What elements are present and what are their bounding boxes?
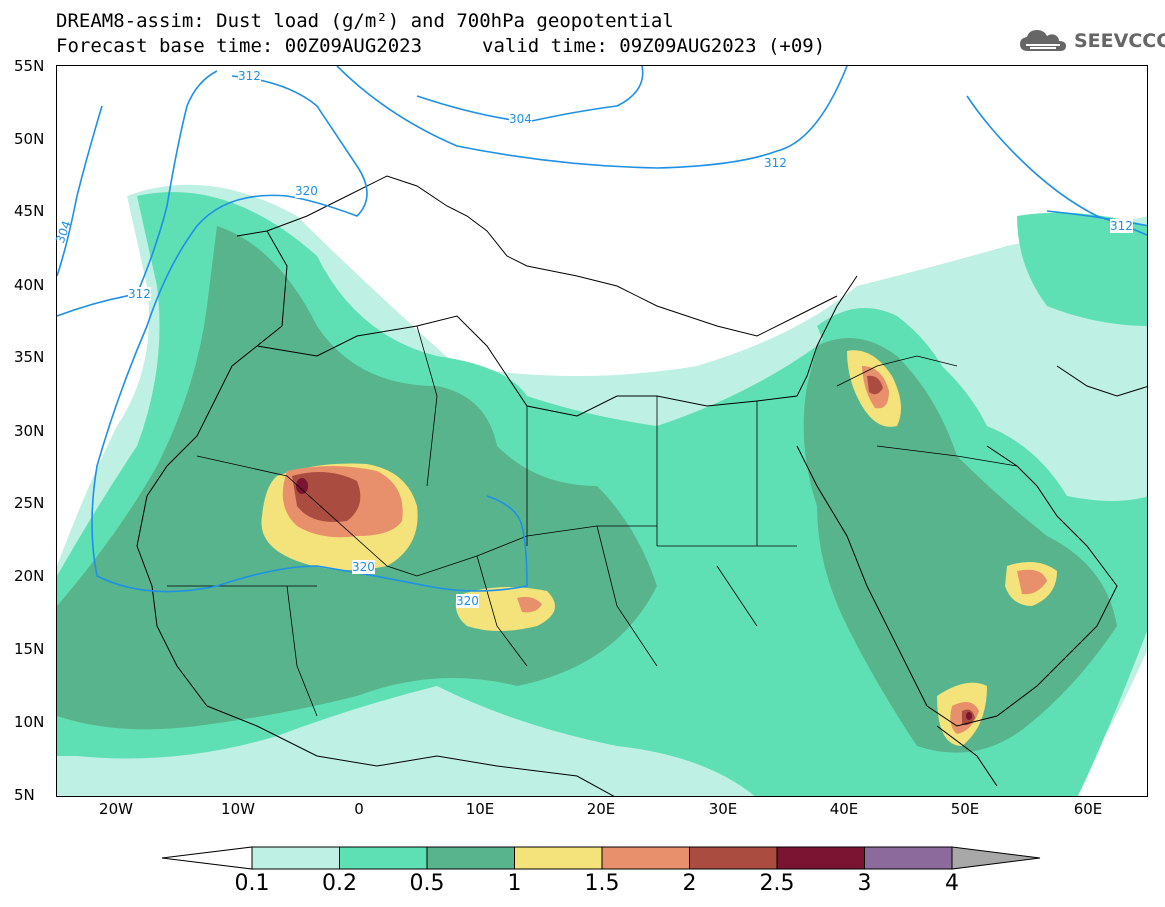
colorbar-underflow [161, 846, 253, 870]
lat-label: 30N [14, 422, 45, 440]
title-base-time: Forecast base time: 00Z09AUG2023 [56, 35, 423, 57]
cloud-logo-icon [1020, 30, 1066, 51]
lat-label: 50N [14, 130, 45, 148]
colorbar-label: 3 [857, 871, 872, 896]
colorbar-overflow [951, 846, 1041, 870]
colorbar-label: 1 [507, 871, 522, 896]
colorbar-label: 0.2 [322, 871, 357, 896]
colorbar-label: 2 [682, 871, 697, 896]
lon-label: 20E [586, 800, 616, 818]
borders [167, 325, 1018, 717]
colorbar-cell [426, 846, 515, 870]
lat-label: 15N [14, 640, 45, 658]
colorbar-cell [601, 846, 690, 870]
colorbar-cell [339, 846, 428, 870]
lon-label: 20W [99, 800, 133, 818]
lon-label: 0 [354, 800, 364, 818]
lat-label: 10N [14, 713, 45, 731]
colorbar-cell [251, 846, 340, 870]
contour-label: 320 [456, 594, 479, 608]
lon-label: 60E [1073, 800, 1103, 818]
contour-label: 304 [509, 112, 532, 126]
colorbar-label: 2.5 [759, 871, 795, 896]
colorbar-cell [776, 846, 865, 870]
lon-label: 10W [221, 800, 255, 818]
colorbar-label: 1.5 [584, 871, 620, 896]
contour-label: 320 [352, 560, 375, 574]
lat-label: 20N [14, 567, 45, 585]
contour-label: 320 [295, 184, 318, 198]
contour-label: 312 [1110, 219, 1133, 233]
lat-label: 35N [14, 348, 45, 366]
lat-label: 45N [14, 202, 45, 220]
dust-map [57, 66, 1147, 796]
lon-label: 50E [950, 800, 980, 818]
coastlines [136, 175, 1147, 796]
title-line-1: DREAM8-assim: Dust load (g/m²) and 700hP… [56, 10, 674, 32]
colorbar-label: 0.1 [234, 871, 270, 896]
lon-label: 30E [708, 800, 738, 818]
dust-level-2.5 [296, 478, 972, 720]
colorbar-cell [864, 846, 953, 870]
lat-label: 25N [14, 494, 45, 512]
contour-label: 312 [764, 156, 787, 170]
colorbar-label: 4 [945, 871, 959, 896]
dust-level-2 [292, 375, 975, 726]
contour-label: 312 [128, 287, 151, 301]
lon-label: 40E [829, 800, 859, 818]
lat-label: 5N [14, 786, 35, 804]
lat-label: 55N [14, 57, 45, 75]
lat-label: 40N [14, 276, 45, 294]
colorbar-cell [514, 846, 603, 870]
map-panel [56, 65, 1148, 797]
seevccc-logo: SEEVCCC [1018, 26, 1165, 56]
logo-text: SEEVCCC [1074, 30, 1165, 52]
colorbar-cell [689, 846, 778, 870]
lon-label: 10E [465, 800, 495, 818]
colorbar-label: 0.5 [409, 871, 445, 896]
colorbar [161, 846, 1041, 870]
title-valid-time: valid time: 09Z09AUG2023 (+09) [482, 35, 826, 57]
contour-label: 312 [238, 69, 261, 83]
